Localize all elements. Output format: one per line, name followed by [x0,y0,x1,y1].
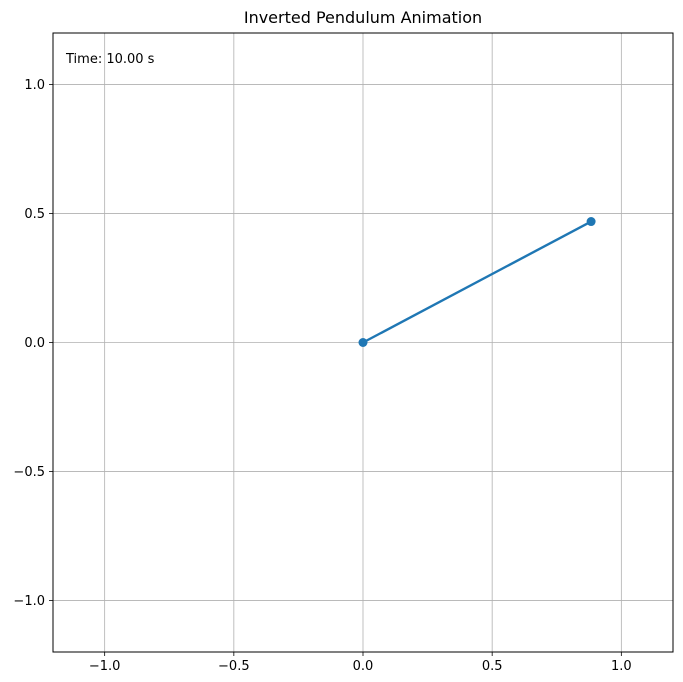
pivot-point-marker [358,338,368,347]
x-tick-label: −1.0 [89,659,121,674]
time-annotation: Time: 10.00 s [65,52,155,67]
y-tick-label: −0.5 [13,465,45,480]
y-axis-ticks: −1.0 −0.5 0.0 0.5 1.0 [13,78,53,609]
y-tick-label: 1.0 [24,78,45,93]
x-axis-ticks: −1.0 −0.5 0.0 0.5 1.0 [89,652,632,674]
x-tick-label: 0.5 [482,659,503,674]
x-tick-label: −0.5 [218,659,250,674]
x-tick-label: 0.0 [353,659,374,674]
y-tick-label: −1.0 [13,594,45,609]
y-tick-label: 0.0 [24,336,45,351]
x-tick-label: 1.0 [611,659,632,674]
grid-lines [53,33,673,652]
bob-point-marker [586,217,596,227]
plot-frame [52,32,674,653]
y-tick-label: 0.5 [24,207,45,222]
pendulum-rod-line [362,220,592,344]
chart-title: Inverted Pendulum Animation [244,8,482,27]
data-series [358,217,596,347]
